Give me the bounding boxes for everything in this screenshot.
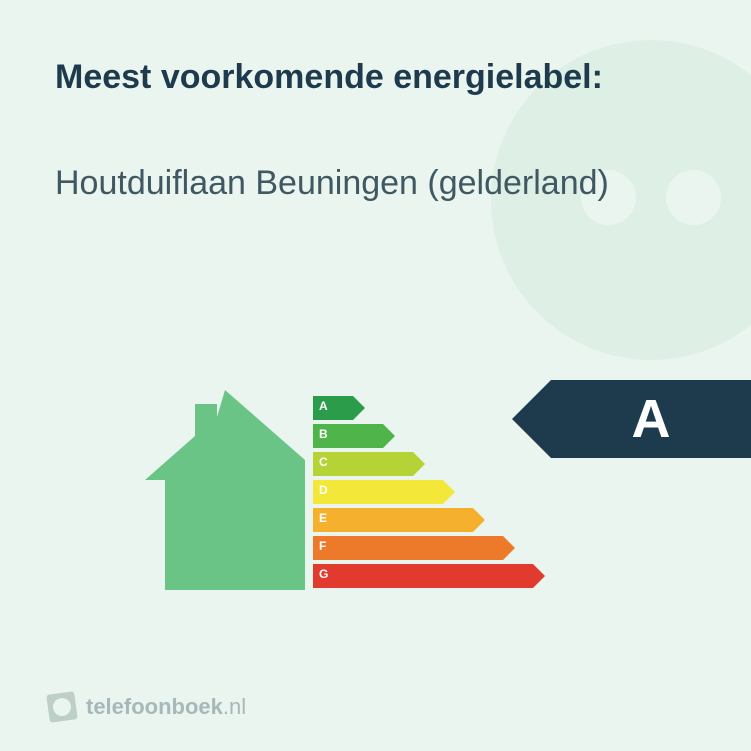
energy-bar-label: F xyxy=(319,539,326,553)
energy-bar-f: F xyxy=(313,536,593,560)
brand-text: telefoonboek.nl xyxy=(86,694,246,720)
energy-rating-letter: A xyxy=(632,388,671,450)
energy-bar-label: C xyxy=(319,455,328,469)
energy-bar-d: D xyxy=(313,480,593,504)
page-title: Meest voorkomende energielabel: xyxy=(55,58,696,97)
energy-bar-label: D xyxy=(319,483,328,497)
energy-bar-label: B xyxy=(319,427,328,441)
location-subtitle: Houtduiflaan Beuningen (gelderland) xyxy=(55,162,696,205)
house-icon xyxy=(145,390,305,590)
energy-bar-label: A xyxy=(319,399,328,413)
energy-rating-badge: A xyxy=(551,380,751,458)
energy-bar-label: E xyxy=(319,511,327,525)
energy-bar-label: G xyxy=(319,567,328,581)
energy-bar-e: E xyxy=(313,508,593,532)
energy-bar-g: G xyxy=(313,564,593,588)
footer-brand: telefoonboek.nl xyxy=(48,693,246,721)
brand-icon xyxy=(46,691,78,723)
